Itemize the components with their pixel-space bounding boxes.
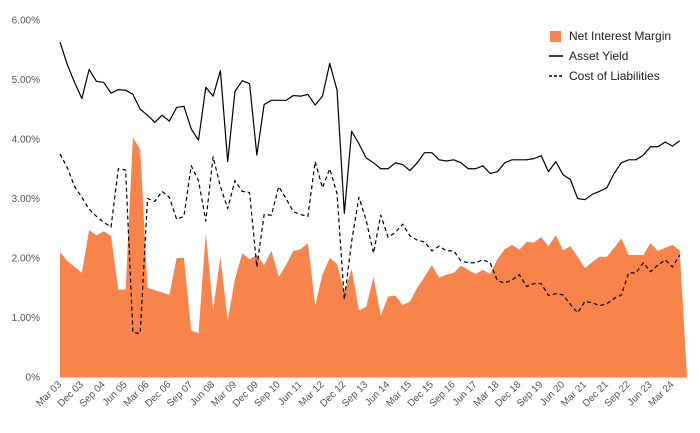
y-tick-label: 5.00% (12, 75, 40, 86)
y-tick-label: 4.00% (12, 135, 40, 146)
series-cost-of-liabilities-line (59, 153, 681, 335)
legend-label: Cost of Liabilities (569, 69, 660, 83)
legend: Net Interest Margin Asset Yield Cost of Li… (549, 29, 671, 83)
legend-swatch (550, 31, 561, 42)
y-tick-label: 1.00% (12, 313, 40, 324)
y-tick-label: 6.00% (12, 16, 40, 27)
legend-item-asset-yield: Asset Yield (549, 49, 628, 63)
legend-item-net-interest-margin: Net Interest Margin (550, 29, 671, 43)
legend-label: Net Interest Margin (569, 29, 671, 43)
legend-item-cost-of-liabilities: Cost of Liabilities (549, 69, 660, 83)
series-asset-yield-line (59, 41, 681, 214)
y-tick-label: 3.00% (12, 194, 40, 205)
legend-label: Asset Yield (569, 49, 628, 63)
x-tick-label: Mar 24 (647, 379, 677, 409)
plot-area (59, 41, 687, 377)
y-tick-label: 2.00% (12, 254, 40, 265)
series-net-interest-margin-area (60, 137, 687, 377)
y-tick-label: 0% (26, 373, 41, 384)
y-axis-tick-labels: 0% 1.00% 2.00% 3.00% 4.00% 5.00% 6.00% (12, 16, 40, 384)
